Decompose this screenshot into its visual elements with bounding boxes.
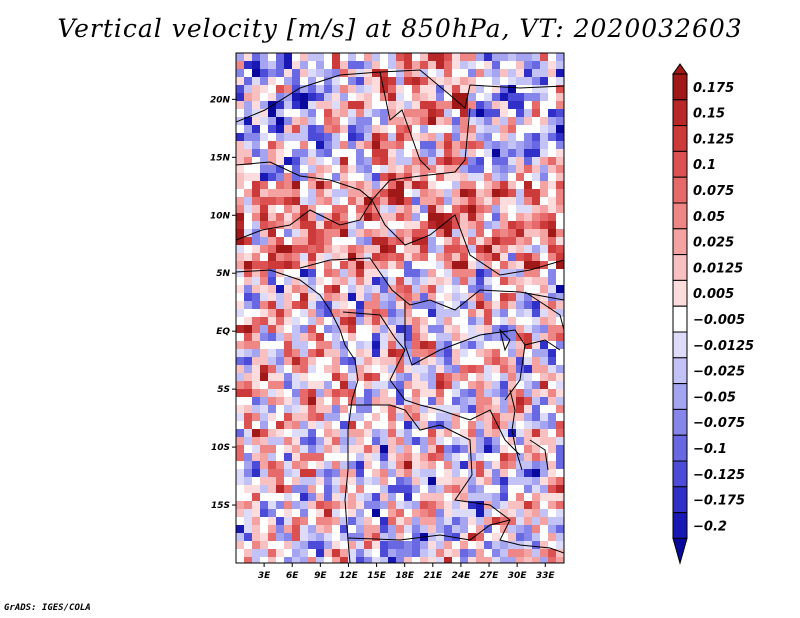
x-tick-label: 9E	[314, 571, 327, 581]
y-tick-label: 15S	[211, 501, 230, 511]
colorbar-segment	[672, 279, 688, 307]
border-angola	[348, 404, 564, 554]
colorbar-segment	[672, 486, 688, 514]
border-congo	[342, 311, 521, 456]
colorbar-segment	[672, 434, 688, 462]
x-tick-label: 24E	[452, 571, 472, 581]
colorbar-segment	[672, 73, 688, 101]
colorbar-top-arrow	[672, 63, 688, 75]
colorbar-segment	[672, 383, 688, 410]
colorbar-level-label: 0.05	[693, 210, 725, 225]
y-tick-label: 5S	[217, 385, 230, 395]
border-mid	[236, 198, 564, 276]
coastline	[236, 269, 359, 563]
y-tick-label: 20N	[210, 95, 231, 105]
colorbar-segment	[672, 125, 688, 152]
border-south	[347, 519, 511, 541]
colorbar-level-label: −0.05	[693, 390, 736, 405]
colorbar-level-label: 0.005	[693, 287, 734, 302]
colorbar-segment	[672, 202, 688, 230]
colorbar-level-label: −0.075	[693, 416, 745, 431]
colorbar-level-label: −0.1	[693, 442, 727, 457]
x-tick-label: 15E	[367, 571, 387, 581]
x-tick-label: 21E	[423, 571, 443, 581]
x-tick-label: 27E	[480, 571, 500, 581]
grads-credit: GrADS: IGES/COLA	[4, 603, 91, 613]
border-libya-chad	[379, 71, 431, 171]
y-tick-label: 10S	[211, 443, 230, 453]
vertical-velocity-field	[236, 53, 564, 563]
colorbar-level-label: 0.175	[693, 81, 734, 96]
colorbar-level-label: −0.125	[693, 468, 745, 483]
colorbar-level-label: −0.0125	[693, 339, 754, 354]
colorbar-level-label: −0.175	[693, 494, 745, 509]
colorbar-segment	[672, 228, 688, 256]
colorbar-level-label: 0.025	[693, 236, 734, 251]
y-tick-label: 10N	[210, 211, 231, 221]
colorbar-segment	[672, 331, 688, 359]
border-central	[299, 257, 564, 311]
plot-frame	[235, 52, 565, 564]
colorbar-segment	[672, 537, 688, 566]
y-axis: 20N 15N 10N 5N EQ 5S 10S 15S	[210, 95, 236, 511]
lakes	[499, 328, 549, 471]
colorbar-segment	[672, 512, 688, 539]
x-tick-label: 33E	[536, 571, 556, 581]
border-north	[236, 69, 564, 123]
colorbar-level-label: −0.005	[693, 313, 745, 328]
colorbar-segment	[672, 408, 688, 436]
colorbar-segment	[672, 357, 688, 385]
chart-title: Vertical velocity [m/s] at 850hPa, VT: 2…	[57, 14, 743, 43]
x-tick-label: 6E	[286, 571, 299, 581]
border-east	[524, 291, 564, 351]
x-tick-label: 12E	[339, 571, 359, 581]
colorbar-segment	[672, 305, 688, 333]
country-borders	[236, 69, 564, 563]
colorbar-segment	[672, 460, 688, 488]
x-tick-label: 3E	[258, 571, 271, 581]
colorbar-segment	[672, 176, 688, 204]
x-axis: 3E 6E 9E 12E 15E 18E 21E 24E 27E 30E 33E	[258, 563, 556, 581]
colorbar-level-label: −0.2	[693, 519, 727, 534]
colorbar-level-label: 0.125	[693, 132, 734, 147]
colorbar-level-label: 0.1	[693, 158, 716, 173]
colorbar-segment	[672, 254, 688, 281]
colorbar-segment	[672, 99, 688, 127]
y-tick-label: EQ	[216, 327, 230, 337]
colorbar-level-label: 0.075	[693, 184, 734, 199]
x-tick-label: 30E	[508, 571, 528, 581]
y-tick-label: 15N	[210, 153, 231, 163]
colorbar-level-label: 0.0125	[693, 261, 743, 276]
colorbar: 0.175 0.15 0.125 0.1 0.075 0.05 0.025 0.0125 0.0…	[672, 63, 754, 566]
colorbar-level-label: −0.025	[693, 365, 745, 380]
colorbar-segment	[672, 150, 688, 178]
y-tick-label: 5N	[216, 269, 230, 279]
x-tick-label: 18E	[395, 571, 415, 581]
colorbar-level-label: 0.15	[693, 107, 725, 122]
border-drc	[404, 300, 526, 401]
